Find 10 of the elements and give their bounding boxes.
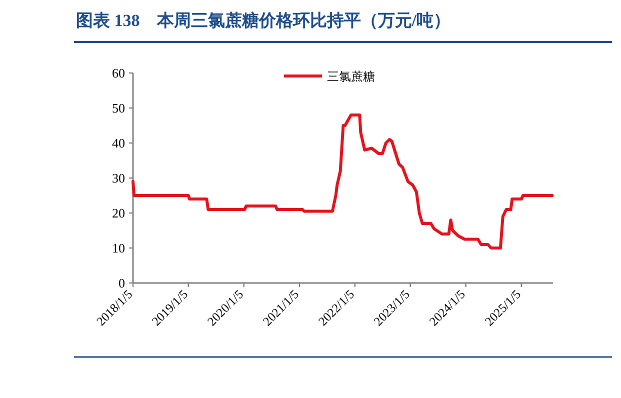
y-tick-label: 60 — [112, 66, 125, 80]
y-tick-label: 30 — [112, 170, 125, 186]
chart-title: 图表 138 本周三氯蔗糖价格环比持平（万元/吨） — [76, 11, 450, 30]
legend-label: 三氯蔗糖 — [327, 70, 375, 84]
y-tick-label: 20 — [112, 206, 125, 220]
line-series — [132, 114, 554, 250]
y-tick-label: 10 — [112, 240, 125, 256]
y-tick-label: 0 — [118, 276, 125, 290]
y-tick-label: 40 — [112, 136, 125, 150]
y-tick-label: 50 — [112, 100, 125, 116]
